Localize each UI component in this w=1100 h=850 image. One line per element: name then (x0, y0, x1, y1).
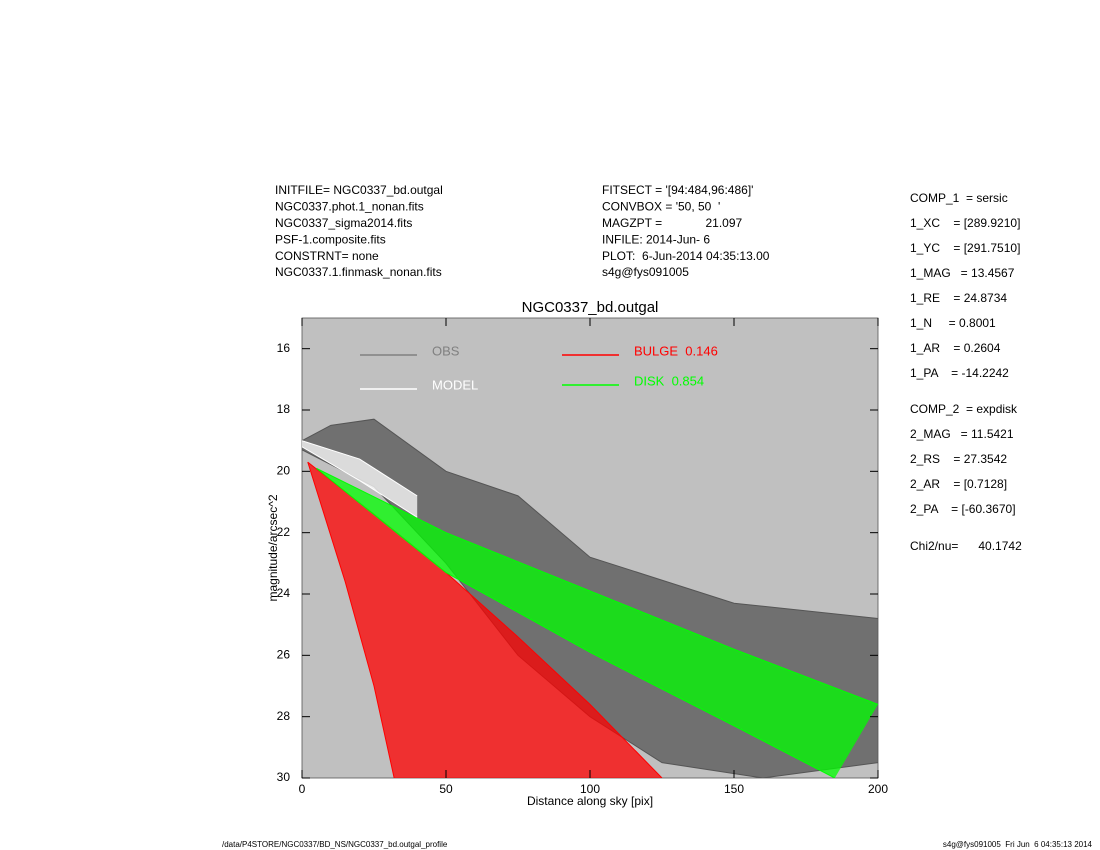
header-line: NGC0337_sigma2014.fits (275, 216, 412, 230)
header-line: FITSECT = '[94:484,96:486]' (602, 183, 753, 197)
legend-label: BULGE 0.146 (634, 343, 718, 358)
data-band (302, 440, 418, 518)
x-tick-label: 0 (299, 782, 306, 796)
x-axis-label: Distance along sky [pix] (527, 794, 653, 808)
x-tick-label: 100 (580, 782, 600, 796)
data-band (316, 468, 878, 778)
fit-parameter: 1_PA = -14.2242 (910, 366, 1009, 380)
fit-parameter: Chi2/nu= 40.1742 (910, 539, 1022, 553)
header-line: INFILE: 2014-Jun- 6 (602, 232, 710, 246)
band-edge (316, 467, 836, 778)
header-line: PLOT: 6-Jun-2014 04:35:13.00 (602, 249, 770, 263)
data-band (307, 462, 662, 778)
fit-parameter: COMP_2 = expdisk (910, 402, 1018, 416)
y-tick-label: 22 (277, 525, 291, 539)
x-tick-label: 200 (868, 782, 888, 796)
fit-parameter: 2_AR = [0.7128] (910, 477, 1007, 491)
footer-right: s4g@fys091005 Fri Jun 6 04:35:13 2014 (943, 840, 1093, 849)
header-line: NGC0337.1.finmask_nonan.fits (275, 265, 442, 279)
legend-label: DISK 0.854 (634, 373, 704, 388)
fit-parameter: COMP_1 = sersic (910, 191, 1008, 205)
header-line: s4g@fys091005 (602, 265, 689, 279)
band-edge (316, 467, 878, 705)
x-tick-label: 50 (439, 782, 453, 796)
y-tick-label: 18 (277, 402, 291, 416)
chart-title: NGC0337_bd.outgal (522, 299, 659, 316)
y-tick-label: 24 (277, 586, 291, 600)
band-edge (302, 418, 878, 620)
header-line: CONVBOX = '50, 50 ' (602, 200, 720, 214)
fit-parameter: 2_RS = 27.3542 (910, 452, 1007, 466)
band-edge (307, 461, 395, 778)
fit-parameter: 1_MAG = 13.4567 (910, 266, 1015, 280)
header-line: MAGZPT = 21.097 (602, 216, 742, 230)
y-tick-label: 16 (277, 341, 291, 355)
header-line: PSF-1.composite.fits (275, 232, 386, 246)
fit-parameter: 1_N = 0.8001 (910, 316, 996, 330)
x-tick-label: 150 (724, 782, 744, 796)
band-edge (302, 446, 418, 518)
y-axis-label: magnitude/arcsec^2 (266, 494, 280, 601)
legend-label: OBS (432, 343, 460, 358)
header-line: NGC0337.phot.1_nonan.fits (275, 200, 424, 214)
y-tick-label: 28 (277, 709, 291, 723)
footer-left: /data/P4STORE/NGC0337/BD_NS/NGC0337_bd.o… (222, 840, 448, 849)
header-line: INITFILE= NGC0337_bd.outgal (275, 183, 443, 197)
band-edge (302, 440, 418, 497)
fit-parameter: 1_AR = 0.2604 (910, 341, 1001, 355)
header-line: CONSTRNT= none (275, 249, 379, 263)
fit-parameter: 2_PA = [-60.3670] (910, 502, 1016, 516)
y-tick-label: 30 (277, 770, 291, 784)
fit-parameter: 1_XC = [289.9210] (910, 216, 1020, 230)
fit-parameter: 1_RE = 24.8734 (910, 291, 1007, 305)
fit-parameter: 1_YC = [291.7510] (910, 241, 1020, 255)
fit-parameter: 2_MAG = 11.5421 (910, 427, 1014, 441)
legend-label: MODEL (432, 377, 478, 392)
y-tick-label: 20 (277, 464, 291, 478)
y-tick-label: 26 (277, 648, 291, 662)
